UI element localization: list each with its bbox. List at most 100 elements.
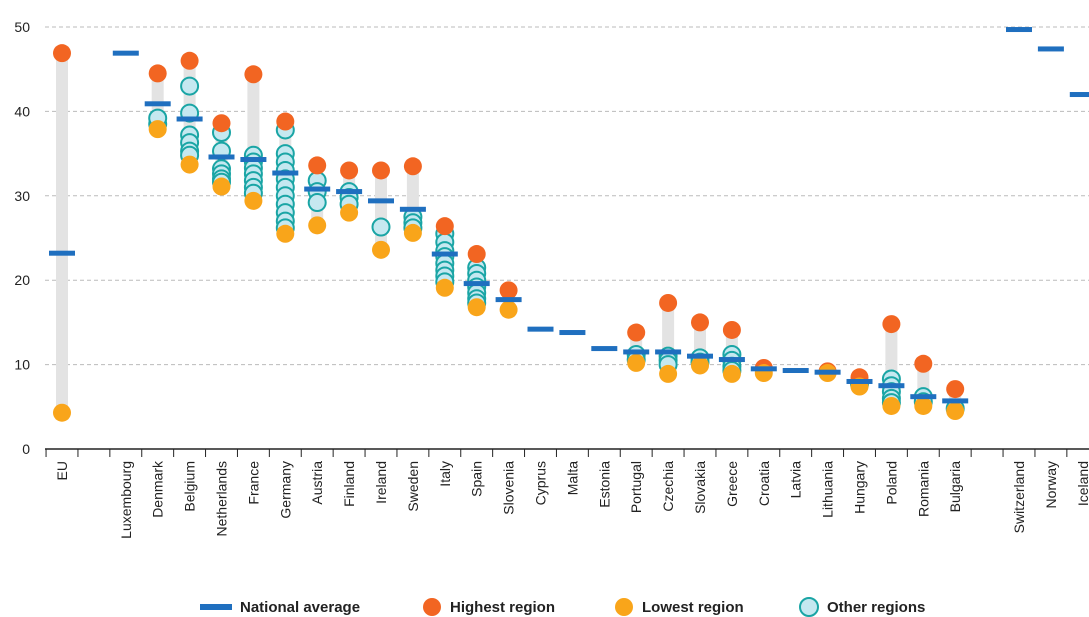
highest-region-dot bbox=[53, 44, 71, 63]
national-average-mark bbox=[112, 50, 139, 56]
legend-swatch bbox=[200, 604, 232, 610]
highest-region-dot bbox=[914, 354, 933, 373]
highest-region-dot bbox=[180, 51, 199, 70]
national-average-mark bbox=[463, 281, 490, 287]
national-average-mark bbox=[942, 398, 969, 404]
x-tick-label: Belgium bbox=[182, 461, 198, 512]
national-average-mark bbox=[878, 383, 905, 389]
lowest-region-dot bbox=[946, 402, 965, 421]
x-tick-label: Latvia bbox=[788, 461, 804, 499]
lowest-region-dot bbox=[212, 177, 231, 196]
x-tick-label: Estonia bbox=[596, 461, 612, 508]
range-bar bbox=[375, 170, 387, 250]
x-tick-label: Poland bbox=[883, 461, 899, 505]
highest-region-dot bbox=[372, 161, 390, 180]
x-tick-label: Denmark bbox=[150, 460, 166, 518]
x-tick-label: Czechia bbox=[660, 461, 676, 512]
legend-swatch bbox=[423, 598, 441, 616]
x-tick-label: Hungary bbox=[852, 461, 868, 514]
x-tick-label: Finland bbox=[341, 461, 357, 507]
x-tick-label: Slovenia bbox=[501, 461, 517, 515]
x-tick-label: Croatia bbox=[756, 461, 772, 506]
x-tick-label: Germany bbox=[277, 461, 293, 519]
highest-region-dot bbox=[340, 161, 359, 180]
legend-label: Highest region bbox=[450, 599, 555, 616]
highest-region-dot bbox=[244, 65, 263, 84]
lowest-region-dot bbox=[148, 120, 167, 139]
national-average-mark bbox=[272, 170, 299, 176]
national-average-mark bbox=[910, 394, 937, 400]
y-tick-label: 10 bbox=[14, 357, 30, 373]
national-average-mark bbox=[49, 250, 75, 256]
y-tick-label: 50 bbox=[14, 19, 30, 35]
national-average-mark bbox=[718, 357, 745, 363]
legend-swatch bbox=[615, 598, 633, 616]
lowest-region-dot bbox=[340, 203, 359, 222]
x-tick-label: Netherlands bbox=[214, 461, 230, 537]
national-average-mark bbox=[527, 326, 554, 332]
national-average-mark bbox=[623, 349, 650, 355]
lowest-region-dot bbox=[659, 364, 678, 383]
highest-region-dot bbox=[212, 114, 231, 133]
x-tick-label: Lithuania bbox=[820, 461, 836, 518]
highest-region-dot bbox=[308, 156, 327, 175]
x-tick-label: France bbox=[245, 461, 261, 505]
x-tick-label: Spain bbox=[469, 461, 485, 497]
highest-region-dot bbox=[946, 380, 965, 399]
x-tick-label: Portugal bbox=[628, 461, 644, 513]
lowest-region-dot bbox=[882, 396, 901, 415]
range-bar bbox=[56, 53, 68, 413]
x-tick-label: Cyprus bbox=[533, 461, 549, 505]
x-tick-label: Bulgaria bbox=[947, 461, 963, 513]
x-tick-label: Italy bbox=[437, 461, 453, 487]
national-average-mark bbox=[176, 116, 203, 122]
lowest-region-dot bbox=[53, 403, 71, 422]
national-average-mark bbox=[144, 101, 171, 107]
lowest-region-dot bbox=[467, 298, 486, 317]
lowest-region-dot bbox=[627, 353, 646, 372]
legend-label: Lowest region bbox=[642, 599, 744, 616]
highest-region-dot bbox=[467, 245, 486, 264]
x-tick-label: Slovakia bbox=[692, 461, 708, 514]
highest-region-dot bbox=[148, 64, 167, 83]
x-tick-label: Norway bbox=[1043, 461, 1059, 508]
lowest-region-dot bbox=[722, 364, 741, 383]
y-tick-label: 40 bbox=[14, 103, 30, 119]
highest-region-dot bbox=[435, 217, 454, 236]
highest-region-dot bbox=[276, 112, 295, 131]
highest-region-dot bbox=[627, 323, 646, 342]
lowest-region-dot bbox=[244, 191, 263, 210]
national-average-mark bbox=[304, 186, 331, 192]
national-average-mark bbox=[495, 297, 522, 303]
other-region-dot bbox=[180, 76, 200, 96]
y-tick-label: 20 bbox=[14, 272, 30, 288]
national-average-mark bbox=[208, 154, 235, 160]
y-tick-label: 0 bbox=[22, 441, 30, 457]
other-region-dot bbox=[371, 217, 391, 237]
national-average-mark bbox=[687, 353, 713, 359]
legend-swatch bbox=[799, 597, 819, 617]
national-average-mark bbox=[1037, 46, 1064, 52]
y-tick-label: 30 bbox=[14, 188, 30, 204]
x-tick-label: Romania bbox=[915, 461, 931, 517]
lowest-region-dot bbox=[308, 216, 327, 235]
lowest-region-dot bbox=[180, 155, 199, 174]
legend-label: National average bbox=[240, 599, 360, 616]
national-average-mark bbox=[368, 198, 394, 204]
other-region-dot bbox=[307, 193, 327, 213]
national-average-mark bbox=[591, 346, 618, 352]
national-average-mark bbox=[846, 378, 873, 384]
x-tick-label: Greece bbox=[724, 461, 740, 507]
lowest-region-dot bbox=[276, 224, 295, 243]
highest-region-dot bbox=[499, 281, 518, 300]
lowest-region-dot bbox=[403, 223, 422, 242]
lowest-region-dot bbox=[372, 240, 390, 259]
national-average-mark bbox=[399, 206, 426, 212]
legend-label: Other regions bbox=[827, 599, 925, 616]
highest-region-dot bbox=[659, 293, 678, 312]
x-tick-label: Austria bbox=[309, 461, 325, 505]
highest-region-dot bbox=[403, 157, 422, 176]
x-tick-label: Luxembourg bbox=[118, 461, 134, 539]
x-tick-label: Iceland bbox=[1075, 461, 1089, 506]
